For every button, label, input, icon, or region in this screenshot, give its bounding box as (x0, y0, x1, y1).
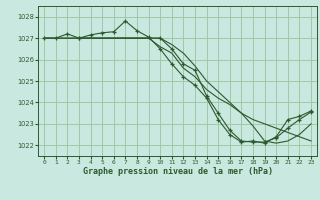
X-axis label: Graphe pression niveau de la mer (hPa): Graphe pression niveau de la mer (hPa) (83, 167, 273, 176)
